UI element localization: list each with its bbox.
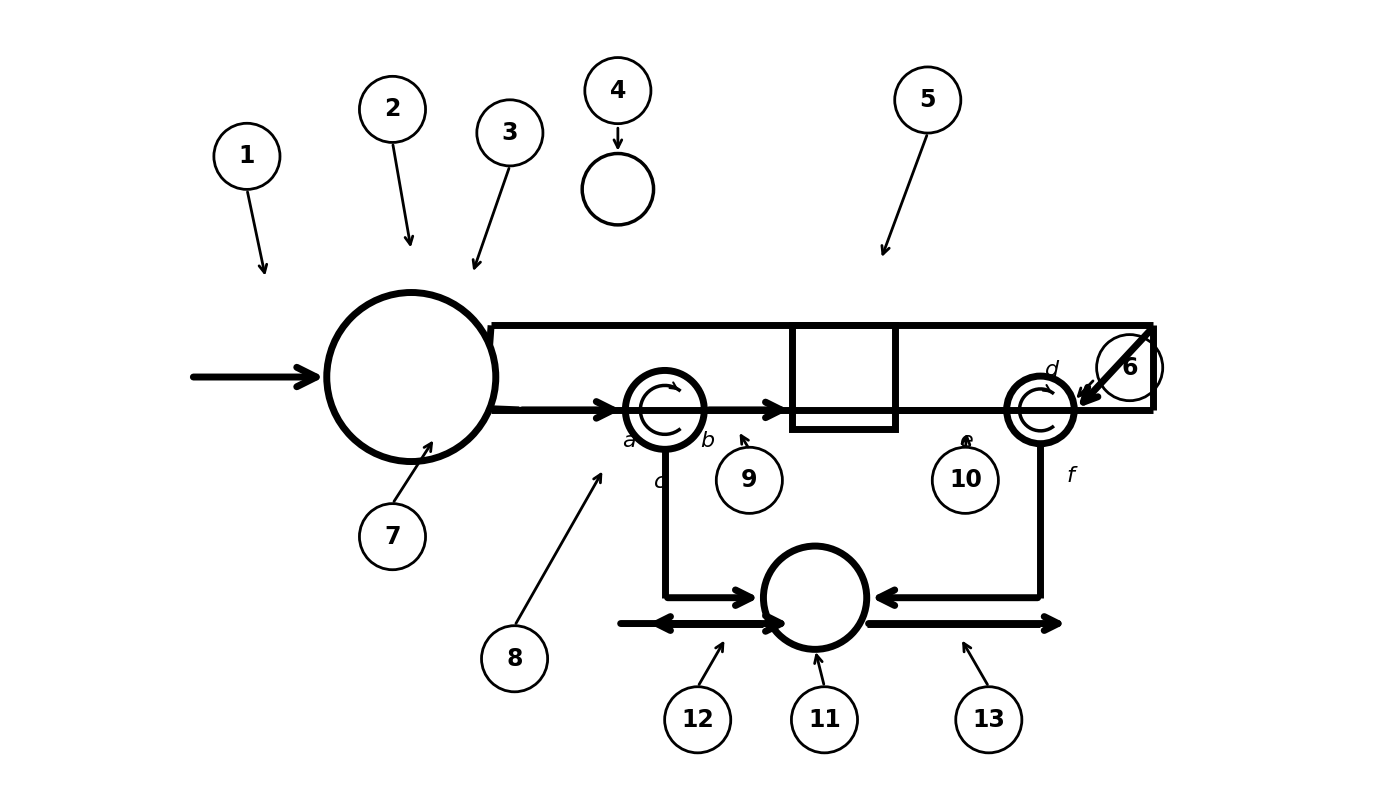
Text: 6: 6 xyxy=(1121,356,1138,380)
Text: 3: 3 xyxy=(502,121,518,145)
Text: a: a xyxy=(622,431,636,451)
Text: 10: 10 xyxy=(949,469,981,493)
Text: 8: 8 xyxy=(506,646,523,670)
Text: 2: 2 xyxy=(384,98,401,122)
Text: b: b xyxy=(700,431,714,451)
Text: e: e xyxy=(960,431,974,451)
Text: c: c xyxy=(654,473,667,492)
Text: f: f xyxy=(1067,465,1074,485)
Text: 13: 13 xyxy=(973,708,1005,732)
Text: 1: 1 xyxy=(238,144,255,168)
Text: d: d xyxy=(1045,360,1059,380)
Text: 4: 4 xyxy=(610,78,626,103)
Bar xyxy=(791,325,895,429)
Text: 12: 12 xyxy=(682,708,714,732)
Text: 5: 5 xyxy=(919,88,936,112)
Text: 9: 9 xyxy=(742,469,758,493)
Text: 7: 7 xyxy=(384,525,401,549)
Text: 11: 11 xyxy=(808,708,841,732)
